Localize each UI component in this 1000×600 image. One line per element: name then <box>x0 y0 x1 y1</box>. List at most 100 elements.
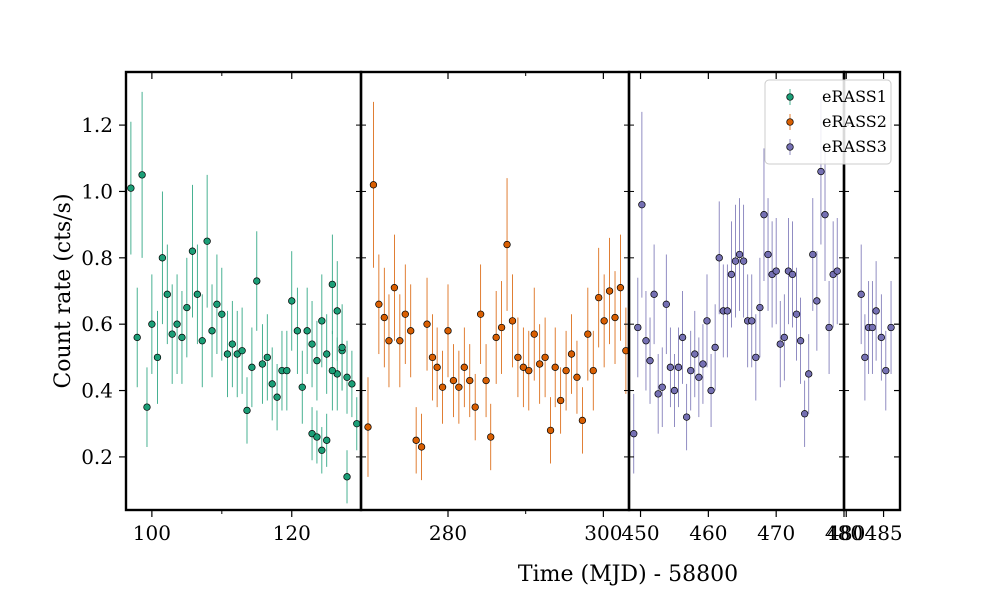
data-point <box>723 307 731 315</box>
data-point <box>497 323 506 332</box>
data-point <box>333 307 341 315</box>
data-point <box>476 310 485 318</box>
data-point <box>369 181 378 189</box>
data-point <box>460 363 468 371</box>
data-point <box>611 313 619 322</box>
x-tick-label: 300 <box>584 521 622 545</box>
data-point <box>466 376 474 385</box>
x-tick-label: 100 <box>133 521 171 545</box>
data-point <box>662 300 670 308</box>
data-point <box>630 430 638 438</box>
data-point <box>127 184 135 192</box>
data-point <box>833 267 841 275</box>
data-point <box>821 211 829 219</box>
data-point <box>385 337 393 345</box>
legend-box <box>764 79 892 165</box>
data-point <box>715 254 723 262</box>
data-point <box>492 333 500 342</box>
data-point <box>444 327 452 335</box>
data-point <box>303 327 311 335</box>
data-point <box>308 340 316 348</box>
data-point <box>318 317 326 325</box>
data-point <box>674 363 683 371</box>
data-point <box>153 353 162 362</box>
data-point <box>825 323 833 332</box>
data-point <box>868 323 877 332</box>
data-point <box>634 323 642 332</box>
panel-frame <box>124 70 363 512</box>
x-axis-label: Time (MJD) - 58800 <box>518 562 738 587</box>
data-point <box>525 366 533 375</box>
data-point <box>218 310 226 318</box>
data-point <box>711 343 719 352</box>
data-point <box>556 396 565 405</box>
data-point <box>178 333 186 342</box>
data-point <box>589 366 597 375</box>
data-point <box>813 297 821 305</box>
data-point <box>433 363 441 371</box>
data-point <box>318 446 326 454</box>
data-point <box>213 300 221 308</box>
data-point <box>703 317 711 325</box>
data-point <box>887 323 895 332</box>
y-axis: 0.2 0.4 0.6 0.8 1.0 1.2 <box>81 113 113 469</box>
data-point <box>573 373 581 381</box>
panel-4: 480 485 <box>827 70 903 545</box>
data-point <box>273 393 281 401</box>
legend-marker <box>786 93 794 101</box>
data-point <box>323 350 331 358</box>
data-point <box>412 436 420 444</box>
data-point <box>764 250 772 259</box>
data-point <box>748 317 756 325</box>
data-point <box>551 363 559 371</box>
data-point <box>482 376 490 385</box>
data-point <box>699 360 707 368</box>
data-point <box>328 366 336 375</box>
data-point <box>801 410 809 418</box>
data-point <box>148 320 156 328</box>
data-point <box>503 240 511 249</box>
data-point <box>600 317 608 325</box>
x-tick-label: 485 <box>864 521 902 545</box>
panel-frame <box>359 70 631 512</box>
data-point <box>364 423 372 431</box>
data-point <box>158 254 167 262</box>
data-point <box>877 333 885 342</box>
data-point <box>163 290 171 298</box>
data-point <box>243 406 251 415</box>
data-point <box>792 310 801 318</box>
data-point <box>198 337 206 345</box>
data-point <box>567 350 576 358</box>
x-tick-label: 470 <box>757 521 795 545</box>
data-point <box>338 343 346 352</box>
data-point <box>380 313 388 322</box>
data-point <box>258 360 267 368</box>
data-point <box>682 413 691 421</box>
legend-label: eRASS3 <box>822 137 887 156</box>
panel-2: 280 300 <box>359 70 631 545</box>
data-point <box>727 270 736 279</box>
data-point <box>449 376 458 385</box>
panel-3: 450 460 470 480 <box>621 70 863 545</box>
data-point <box>882 366 890 375</box>
data-point <box>642 337 650 345</box>
data-point <box>695 373 703 381</box>
data-point <box>707 386 715 395</box>
legend: eRASS1 eRASS2 eRASS3 <box>764 79 892 165</box>
data-point <box>133 333 141 342</box>
data-point <box>455 383 463 391</box>
y-tick-label: 0.4 <box>81 379 113 403</box>
data-point <box>228 340 236 348</box>
data-point <box>584 330 592 338</box>
data-point <box>283 366 291 375</box>
x-tick-label: 280 <box>429 521 467 545</box>
data-point <box>756 303 764 312</box>
data-point <box>817 167 825 176</box>
data-point <box>646 357 654 365</box>
data-point <box>670 386 679 395</box>
x-tick-label: 450 <box>621 521 659 545</box>
data-point <box>343 373 351 381</box>
panel-1: 100 120 <box>119 70 363 545</box>
x-tick-label: 480 <box>825 521 863 545</box>
